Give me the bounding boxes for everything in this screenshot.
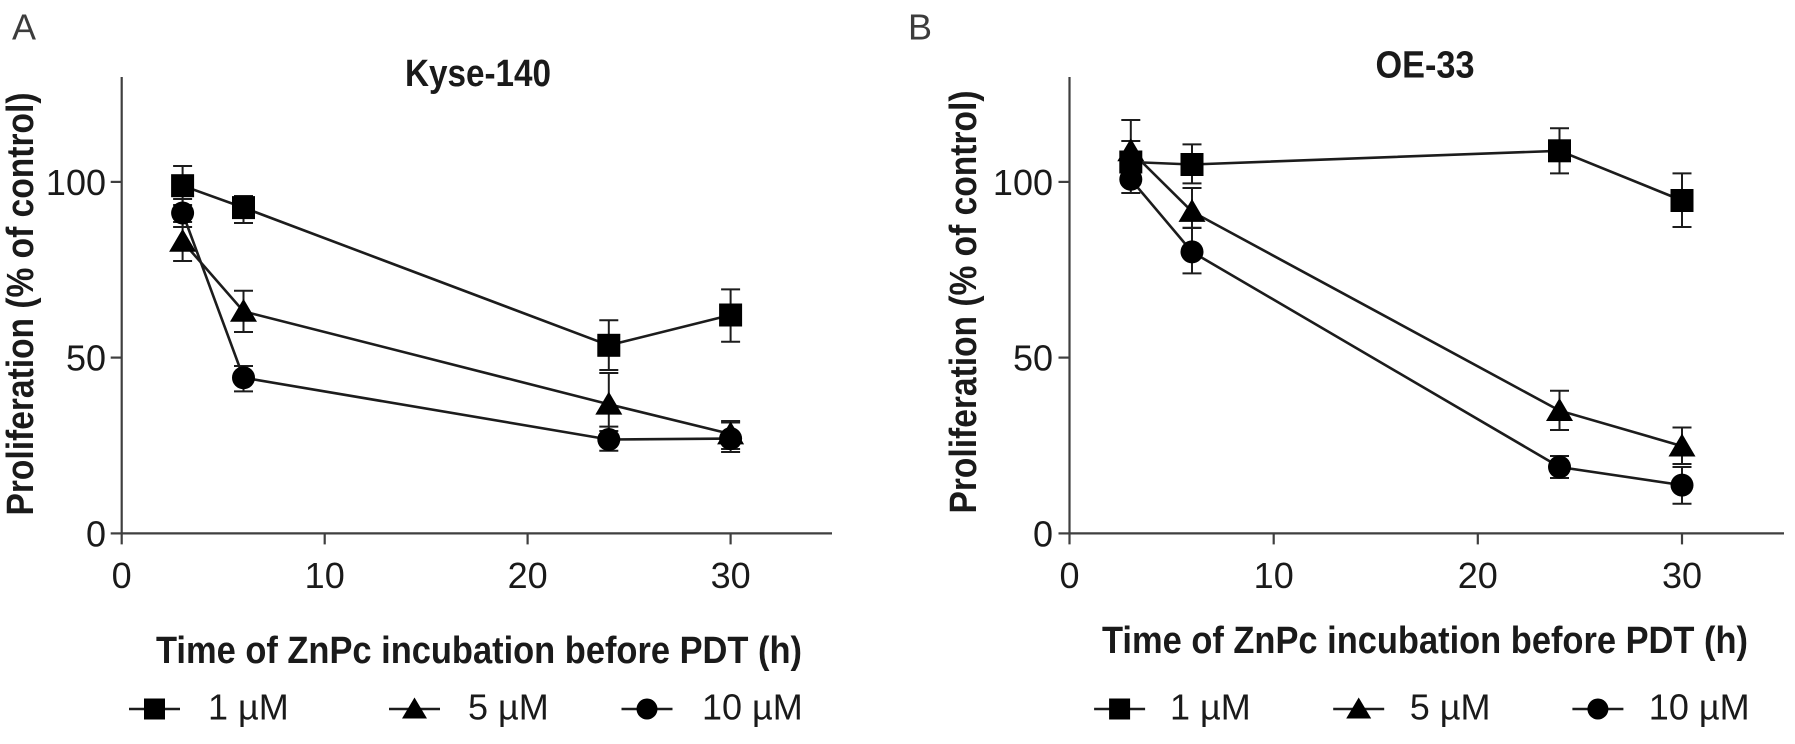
svg-text:10 µM: 10 µM [1649, 687, 1750, 728]
svg-text:10 µM: 10 µM [702, 687, 803, 728]
svg-text:0: 0 [112, 555, 132, 596]
svg-text:10: 10 [305, 555, 345, 596]
svg-text:Time of ZnPc incubation before: Time of ZnPc incubation before PDT (h) [1102, 620, 1748, 662]
svg-text:0: 0 [1059, 555, 1079, 596]
svg-text:30: 30 [711, 555, 751, 596]
svg-text:Kyse-140: Kyse-140 [405, 53, 551, 95]
svg-text:100: 100 [46, 162, 106, 203]
svg-text:50: 50 [1013, 338, 1053, 379]
svg-text:20: 20 [508, 555, 548, 596]
svg-text:Time of ZnPc incubation before: Time of ZnPc incubation before PDT (h) [156, 630, 802, 672]
svg-text:0: 0 [86, 513, 106, 554]
svg-text:30: 30 [1662, 555, 1702, 596]
svg-text:5 µM: 5 µM [468, 687, 549, 728]
svg-text:Proliferation (% of control): Proliferation (% of control) [943, 91, 985, 514]
svg-text:20: 20 [1458, 555, 1498, 596]
svg-text:50: 50 [66, 338, 106, 379]
svg-text:1 µM: 1 µM [208, 687, 289, 728]
svg-text:1 µM: 1 µM [1170, 687, 1251, 728]
svg-text:10: 10 [1254, 555, 1294, 596]
svg-text:0: 0 [1033, 513, 1053, 554]
svg-text:B: B [908, 7, 932, 48]
svg-text:A: A [12, 7, 36, 48]
svg-text:Proliferation (% of control): Proliferation (% of control) [0, 93, 42, 516]
svg-text:OE-33: OE-33 [1376, 45, 1475, 87]
svg-text:100: 100 [993, 162, 1053, 203]
svg-text:5 µM: 5 µM [1410, 687, 1491, 728]
